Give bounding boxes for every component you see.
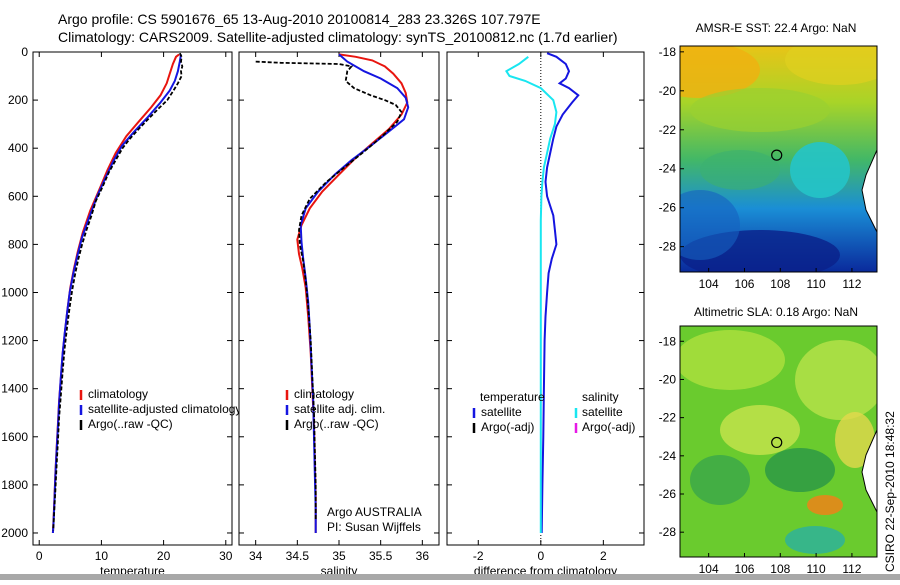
difference-series-salinity-satellite [504, 56, 558, 533]
sst_map-ytick-label: -26 [659, 201, 677, 215]
sst-map-title: AMSR-E SST: 22.4 Argo: NaN [696, 21, 857, 35]
difference-xtick-label: 0 [537, 549, 544, 563]
sst-map-ticks: 104 106 108 110 112 -18 -20 -22 -24 -26 -28 [659, 45, 862, 291]
temperature-ytick-label: 200 [8, 93, 28, 107]
sla_map-xtick-label: 112 [842, 562, 861, 576]
sla_map-xtick-label: 106 [734, 562, 754, 576]
difference-legend-label: Argo(-adj) [582, 420, 635, 434]
sla-heatmap-field [680, 326, 877, 557]
temperature-ytick-label: 0 [21, 45, 28, 59]
salinity-legend-label: satellite adj. clim. [294, 402, 385, 416]
sst_map-ytick-label: -18 [659, 45, 677, 59]
salinity-series-satellite-adj-clim- [299, 53, 410, 533]
sla_map-xtick-label: 110 [807, 562, 826, 576]
sla-map-panel: Altimetric SLA: 0.18 Argo: NaN 104 106 108… [659, 305, 878, 576]
salinity-legend-label: climatology [294, 387, 354, 401]
sla_map-ytick-label: -24 [659, 449, 677, 463]
temperature-ytick-label: 1800 [1, 478, 28, 492]
sla_map-ytick-label: -18 [659, 334, 677, 348]
sst_map-ytick-label: -22 [659, 123, 677, 137]
difference-legend-label: Argo(-adj) [481, 420, 534, 434]
temperature-series-satellite-adjusted-climatology [51, 54, 182, 534]
temperature-xtick-label: 10 [95, 549, 109, 563]
salinity-xtick-label: 34 [249, 549, 263, 563]
difference-legend-label: satellite [582, 405, 623, 419]
sla_map-ytick-label: -20 [659, 372, 677, 386]
salinity-xtick-label: 35 [332, 549, 346, 563]
temperature-legend-label: satellite-adjusted climatology [88, 402, 241, 416]
sst_map-ytick-label: -24 [659, 162, 677, 176]
sla-argo-position-marker [771, 436, 783, 449]
difference-series-temperature-satellite [540, 52, 580, 534]
temperature-ytick-label: 600 [8, 189, 28, 203]
temperature-legend-label: climatology [88, 387, 148, 401]
sla_map-xtick-label: 104 [699, 562, 719, 576]
csiro-timestamp: CSIRO 22-Sep-2010 18:48:32 [883, 411, 897, 572]
temperature-ytick-label: 800 [8, 237, 28, 251]
owner-annotation: Argo AUSTRALIA [327, 505, 422, 519]
salinity-xtick-label: 34.5 [286, 549, 310, 563]
sla-map-title: Altimetric SLA: 0.18 Argo: NaN [694, 305, 858, 319]
difference-xtick-label: -2 [473, 549, 484, 563]
sst_map-ytick-label: -28 [659, 240, 677, 254]
sla_map-ytick-label: -22 [659, 411, 677, 425]
difference-axes-frame [446, 51, 645, 546]
salinity-panel: 34 34.5 35 35.5 36salinityclimatologysatelli… [238, 51, 440, 578]
figure-title-line2: Climatology: CARS2009. Satellite-adjuste… [58, 29, 618, 45]
temperature-legend-label: Argo(..raw -QC) [88, 417, 173, 431]
sst_map-xtick-label: 112 [842, 277, 861, 291]
salinity-series-argo-raw-qc- [255, 60, 403, 521]
sst-argo-position-marker [771, 149, 783, 161]
temperature-ytick-label: 400 [8, 141, 28, 155]
difference-legend-salinity-title: salinity [582, 390, 619, 404]
sla_map-ytick-label: -28 [659, 525, 677, 539]
salinity-axes-frame [238, 51, 440, 546]
difference-legend-temperature-title: temperature [480, 390, 545, 404]
sst_map-ytick-label: -20 [659, 84, 677, 98]
figure-title-line1: Argo profile: CS 5901676_65 13-Aug-2010 … [58, 11, 541, 27]
sla_map-xtick-label: 108 [770, 562, 790, 576]
temperature-xtick-label: 30 [219, 549, 233, 563]
sla-map-ticks: 104 106 108 110 112 -18 -20 -22 -24 -26 -28 [659, 334, 862, 576]
bottom-scrollbar[interactable] [0, 574, 900, 580]
sla-map-frame [679, 325, 878, 558]
temperature-ytick-label: 1000 [1, 285, 28, 299]
difference-legend-label: satellite [481, 405, 522, 419]
difference-xtick-label: 2 [600, 549, 607, 563]
sst-map-frame [679, 45, 878, 273]
sst_map-xtick-label: 108 [770, 277, 790, 291]
temperature-xtick-label: 20 [157, 549, 171, 563]
temperature-ytick-label: 1400 [1, 382, 28, 396]
temperature-panel: 0 10 20 30 0 200 400 600 800 1000 1200 1400 1600 1800… [1, 45, 241, 578]
temperature-axes-frame [32, 51, 233, 546]
temperature-ytick-label: 1600 [1, 430, 28, 444]
pi-annotation: PI: Susan Wijffels [327, 520, 421, 534]
temperature-ytick-label: 2000 [1, 526, 28, 540]
sst-map-panel: AMSR-E SST: 22.4 Argo: NaN 104 106 108 110 1… [659, 21, 878, 291]
temperature-xtick-label: 0 [36, 549, 43, 563]
temperature-ytick-label: 1200 [1, 334, 28, 348]
sst_map-xtick-label: 106 [734, 277, 754, 291]
sst_map-xtick-label: 104 [699, 277, 719, 291]
salinity-legend-label: Argo(..raw -QC) [294, 417, 379, 431]
sla_map-ytick-label: -26 [659, 487, 677, 501]
salinity-xtick-label: 36 [416, 549, 430, 563]
sst-heatmap-field [680, 46, 877, 272]
sst_map-xtick-label: 110 [807, 277, 826, 291]
salinity-xtick-label: 35.5 [369, 549, 393, 563]
temperature-series-argo-raw-qc- [52, 52, 184, 531]
